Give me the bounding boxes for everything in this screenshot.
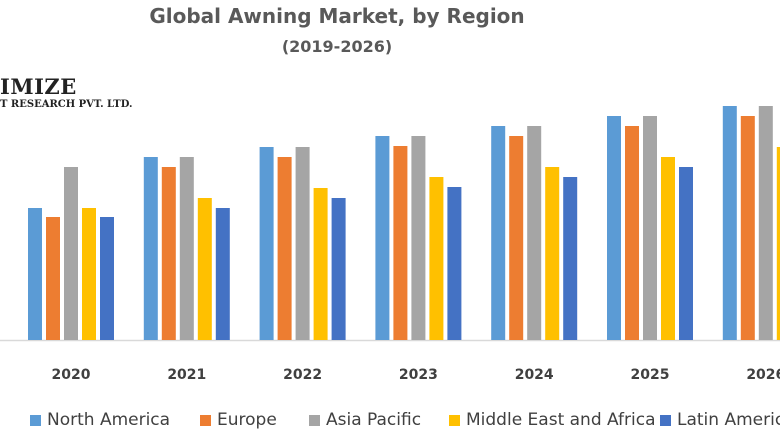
bar-europe-2022 (277, 157, 292, 340)
legend-item: Asia Pacific (309, 410, 421, 430)
bar-middle-east-and-africa-2020 (82, 208, 96, 340)
bar-asia-pacific-2021 (179, 157, 194, 340)
bar-north-america-2022 (259, 147, 274, 340)
legend-item: North America (30, 410, 170, 430)
legend-swatch (449, 414, 460, 426)
bar-asia-pacific-2026 (758, 106, 773, 340)
bar-middle-east-and-africa-2022 (313, 188, 328, 340)
bar-europe-2024 (509, 136, 524, 340)
legend-item: Europe (200, 410, 277, 430)
legend-item: Middle East and Africa (449, 410, 656, 430)
x-tick-label: 2026 (746, 367, 780, 383)
bar-latin-america-2021 (215, 208, 230, 340)
bar-europe-2023 (393, 146, 408, 340)
bar-asia-pacific-2022 (295, 147, 310, 340)
x-tick-label: 2025 (631, 367, 670, 383)
bar-asia-pacific-2025 (643, 116, 657, 340)
bar-europe-2025 (625, 126, 639, 340)
bar-europe-2026 (740, 116, 755, 340)
legend-label: North America (47, 410, 171, 430)
bar-north-america-2026 (722, 106, 737, 340)
bar-asia-pacific-2020 (64, 167, 78, 340)
x-tick-label: 2022 (283, 367, 322, 383)
bar-middle-east-and-africa-2024 (545, 167, 560, 340)
bar-north-america-2021 (143, 157, 158, 340)
bar-middle-east-and-africa-2026 (776, 147, 780, 340)
legend-label: Latin America (677, 410, 780, 430)
legend-swatch (309, 414, 320, 426)
bar-asia-pacific-2024 (527, 126, 542, 340)
logo-line-2: T RESEARCH PVT. LTD. (0, 99, 133, 110)
bar-north-america-2020 (28, 208, 42, 340)
x-tick-label: 2020 (52, 367, 91, 383)
logo-line-1: IMIZE (0, 74, 77, 99)
chart-title: Global Awning Market, by Region (149, 4, 525, 28)
legend-label: Europe (217, 410, 277, 430)
bar-north-america-2024 (491, 126, 506, 340)
bar-middle-east-and-africa-2023 (429, 177, 444, 340)
legend-label: Middle East and Africa (466, 410, 656, 430)
legend-label: Asia Pacific (326, 410, 422, 430)
legend-item: Latin America (660, 410, 780, 430)
bar-north-america-2023 (375, 136, 390, 340)
bar-asia-pacific-2023 (411, 136, 426, 340)
bar-latin-america-2025 (679, 167, 693, 340)
chart-subtitle: (2019-2026) (281, 37, 393, 56)
legend-swatch (200, 414, 211, 426)
legend: North America Europe Asia Pacific Middle Ea… (0, 410, 780, 436)
x-tick-label: 2023 (399, 367, 438, 383)
bar-europe-2021 (161, 167, 176, 340)
bar-latin-america-2023 (447, 187, 462, 340)
bar-europe-2020 (46, 217, 60, 340)
legend-swatch (660, 414, 671, 426)
legend-swatch (30, 414, 41, 426)
bar-middle-east-and-africa-2021 (197, 198, 212, 340)
bar-latin-america-2022 (331, 198, 346, 340)
bar-latin-america-2020 (100, 217, 114, 340)
bar-middle-east-and-africa-2025 (661, 157, 675, 340)
bar-latin-america-2024 (563, 177, 578, 340)
x-tick-label: 2021 (167, 367, 206, 383)
x-tick-label: 2024 (515, 367, 554, 383)
bar-north-america-2025 (607, 116, 621, 340)
